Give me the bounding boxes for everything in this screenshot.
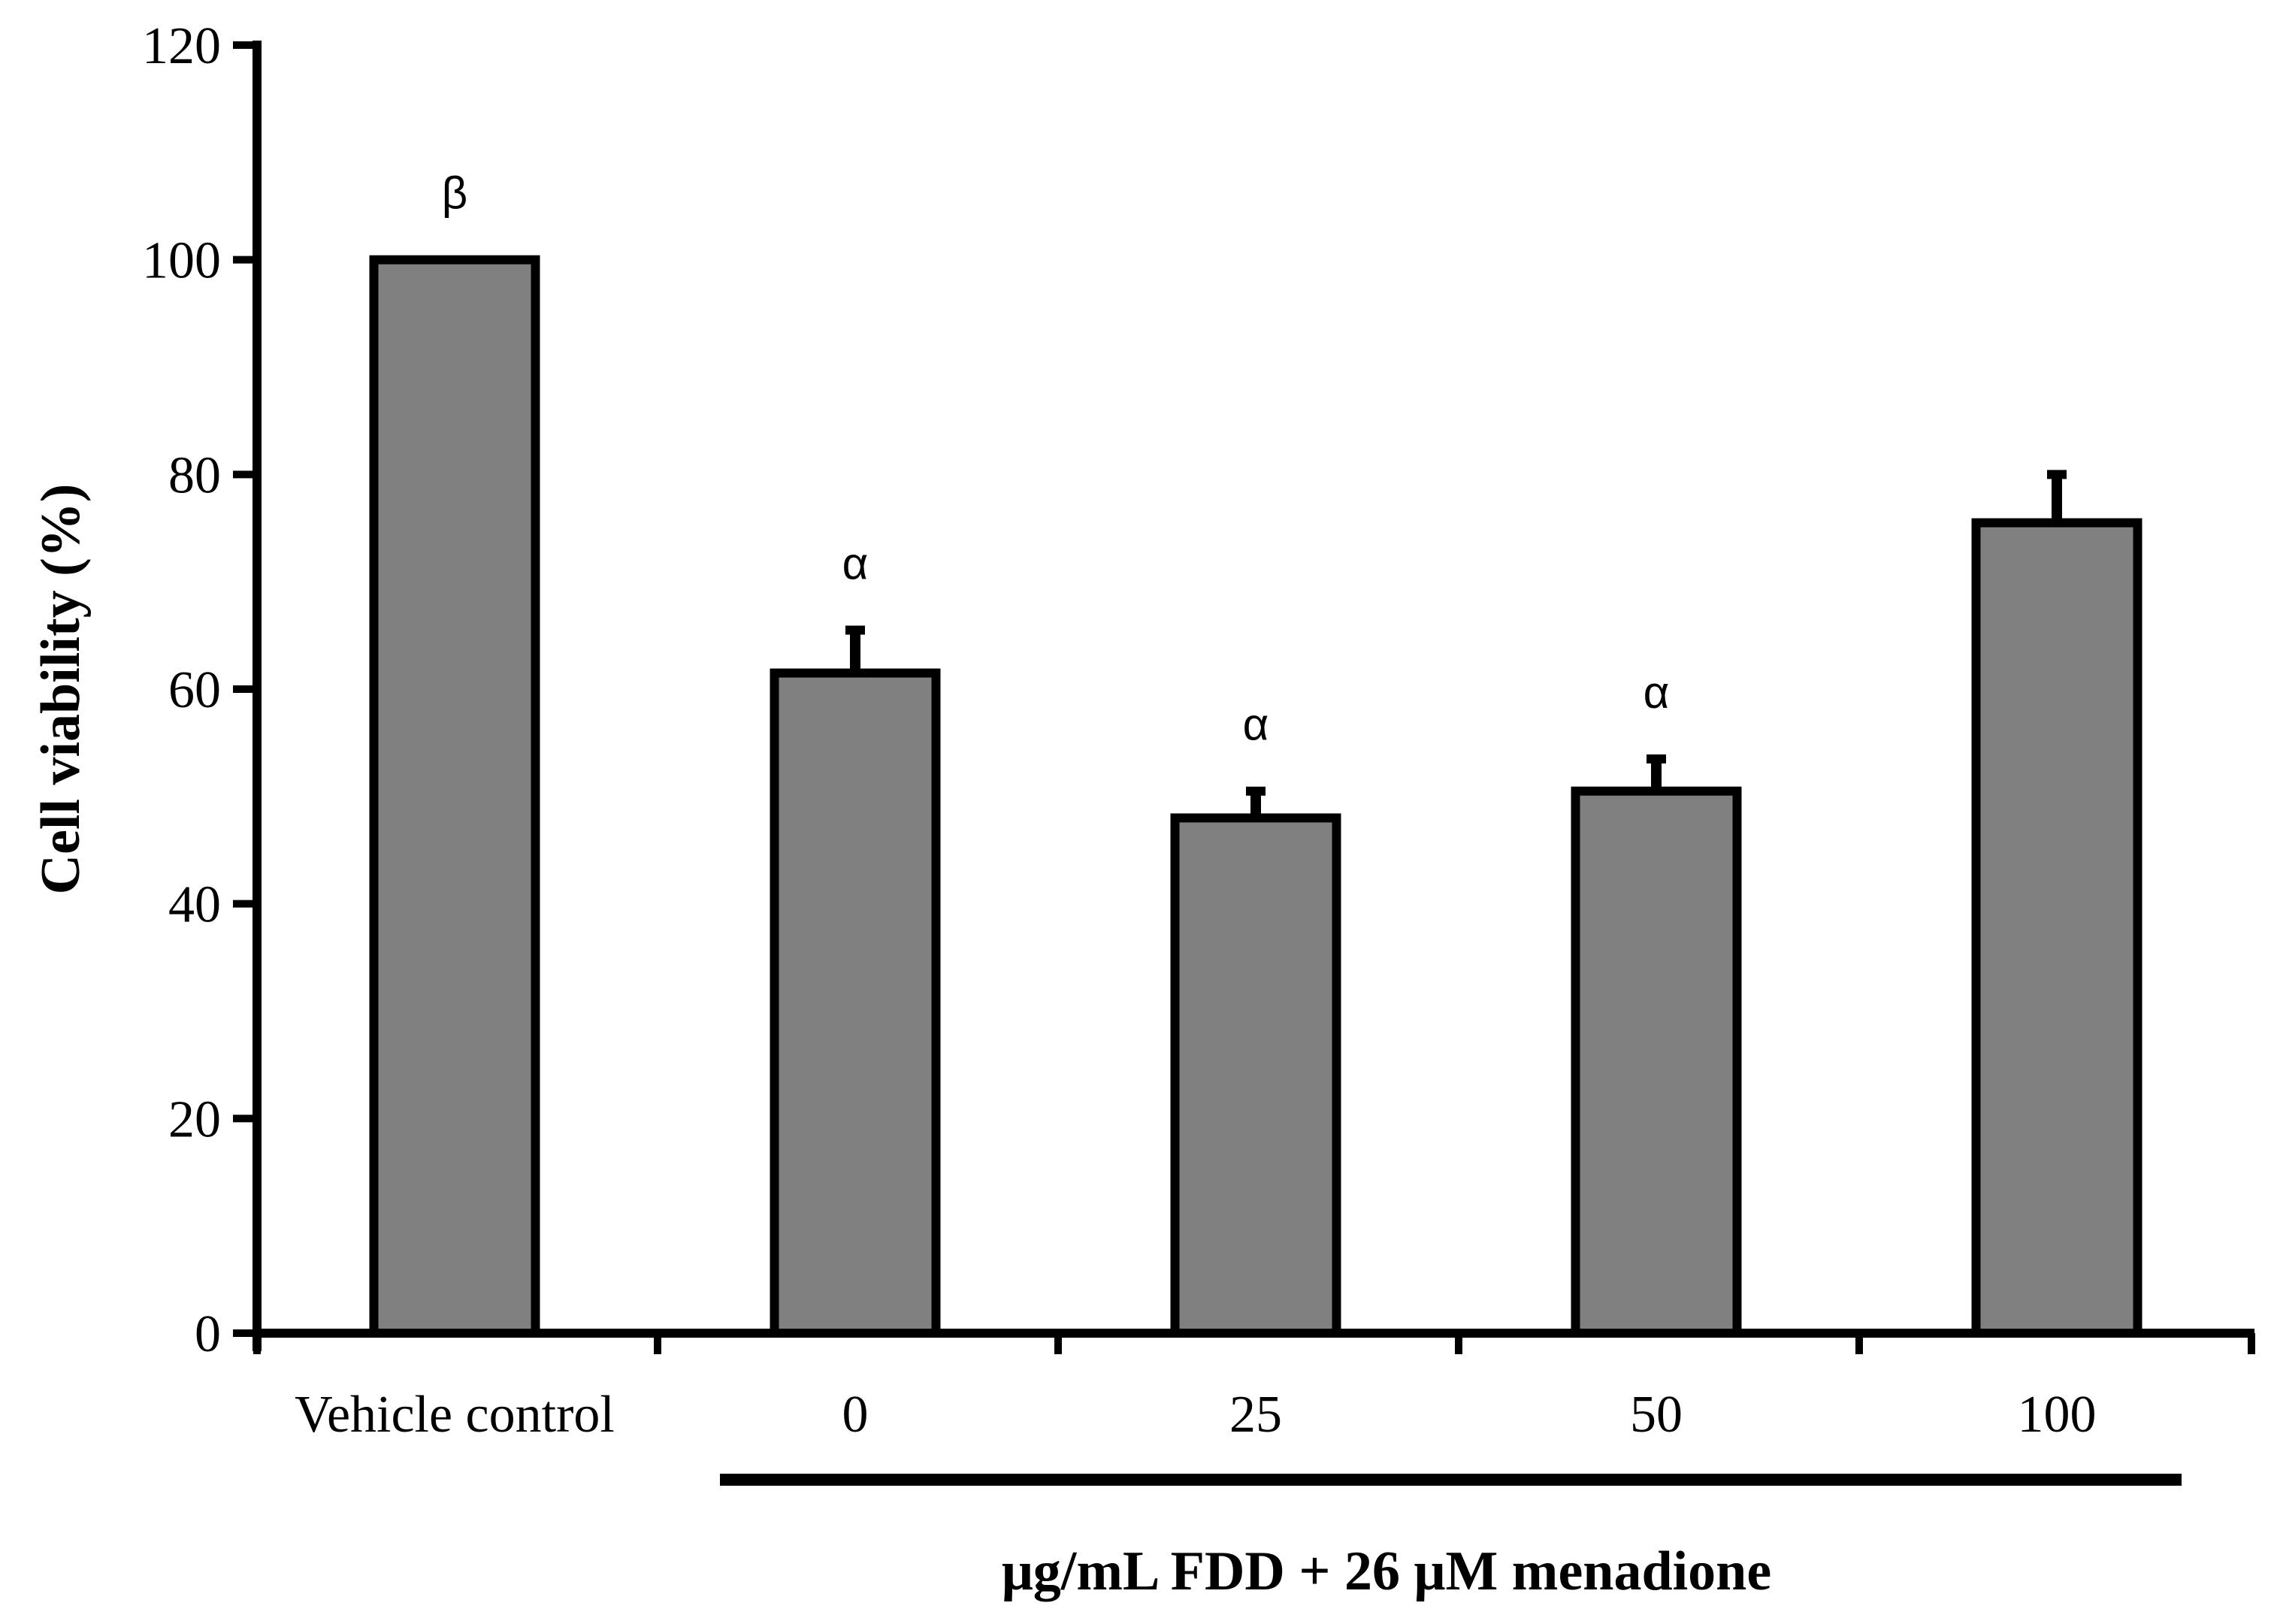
- error-bars: [845, 470, 2067, 818]
- x-tick-label: 0: [842, 1386, 869, 1444]
- y-tick-label: 100: [142, 232, 221, 290]
- bar: [1571, 786, 1742, 1338]
- y-tick-label: 60: [168, 661, 221, 719]
- bar: [1971, 518, 2142, 1338]
- x-axis-title: μg/mL FDD + 26 μM menadione: [1002, 1541, 1771, 1602]
- x-tick-label: 25: [1229, 1386, 1282, 1444]
- y-tick-label: 80: [168, 446, 221, 504]
- y-tick-label: 0: [195, 1305, 221, 1363]
- x-tick-label: 100: [2018, 1386, 2097, 1444]
- x-tick-label: Vehicle control: [295, 1386, 615, 1444]
- y-tick-label: 40: [168, 876, 221, 934]
- significance-label: α: [842, 538, 869, 588]
- bars: [369, 255, 2142, 1338]
- y-axis: 0 20 40 60 80 100 120: [142, 17, 262, 1363]
- bar: [770, 668, 941, 1338]
- y-axis-title: Cell viability (%): [30, 484, 92, 895]
- significance-label: α: [1243, 700, 1269, 750]
- significance-labels: β α α α: [442, 168, 1670, 750]
- y-tick-label: 20: [168, 1090, 221, 1148]
- y-tick-label: 120: [142, 17, 221, 75]
- bar: [369, 255, 540, 1338]
- bar: [1170, 813, 1341, 1338]
- significance-label: α: [1644, 667, 1670, 718]
- x-tick-label: 50: [1630, 1386, 1683, 1444]
- x-axis: Vehicle control 0 25 50 100: [253, 1329, 2255, 1444]
- significance-label: β: [442, 168, 468, 219]
